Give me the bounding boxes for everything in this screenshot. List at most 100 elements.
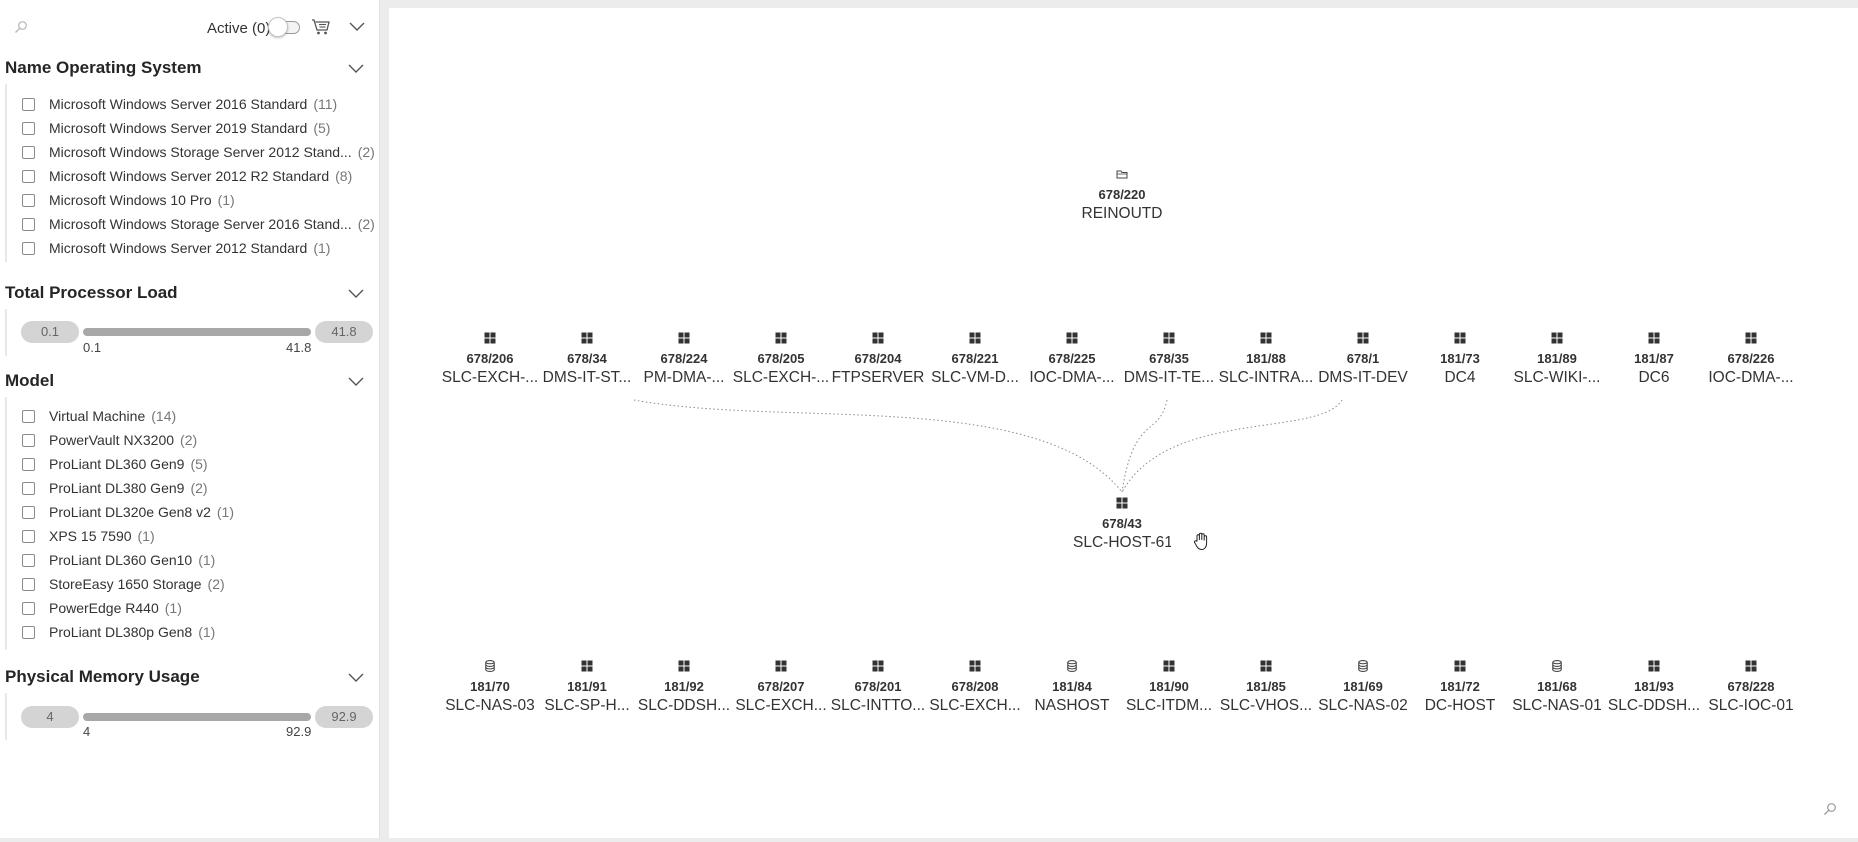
graph-node[interactable]: 181/70 SLC-NAS-03 — [441, 660, 539, 715]
chevron-down-icon[interactable] — [347, 671, 365, 689]
os-option[interactable]: Microsoft Windows Server 2012 Standard (1… — [22, 238, 330, 258]
os-option[interactable]: Microsoft Windows Server 2012 R2 Standar… — [22, 166, 352, 186]
graph-node[interactable]: 678/201 SLC-INTTO... — [829, 660, 927, 715]
node-id: 181/88 — [1246, 351, 1286, 366]
graph-node[interactable]: 181/93 SLC-DDSH... — [1605, 660, 1703, 715]
graph-node[interactable]: 678/221 SLC-VM-D... — [926, 332, 1024, 387]
checkbox[interactable] — [22, 169, 35, 183]
section-title-processor-load[interactable]: Total Processor Load — [5, 283, 178, 302]
node-name: IOC-DMA-... — [1708, 369, 1794, 386]
graph-node[interactable]: 181/89 SLC-WIKI-... — [1508, 332, 1606, 387]
graph-node[interactable]: 181/84 NASHOST — [1023, 660, 1121, 715]
checkbox[interactable] — [22, 97, 35, 111]
graph-node[interactable]: 181/91 SLC-SP-H... — [538, 660, 636, 715]
checkbox[interactable] — [22, 505, 35, 519]
option-count: (2) — [357, 216, 375, 232]
checkbox[interactable] — [22, 601, 35, 615]
node-id: 678/206 — [466, 351, 514, 366]
os-option[interactable]: Microsoft Windows Server 2019 Standard (5… — [22, 118, 330, 138]
os-option[interactable]: Microsoft Windows 10 Pro (1) — [22, 190, 235, 210]
checkbox[interactable] — [22, 217, 35, 231]
graph-node[interactable]: 181/92 SLC-DDSH... — [635, 660, 733, 715]
zoom-search-icon[interactable] — [1823, 802, 1837, 821]
graph-node[interactable]: 678/228 SLC-IOC-01 — [1702, 660, 1800, 715]
node-name: NASHOST — [1034, 697, 1110, 714]
chevron-down-icon[interactable] — [347, 375, 365, 393]
section-title-memory-usage[interactable]: Physical Memory Usage — [5, 667, 200, 686]
database-icon — [1067, 660, 1077, 672]
memory-range-slider[interactable] — [83, 713, 311, 721]
os-option[interactable]: Microsoft Windows Server 2016 Standard (1… — [22, 94, 337, 114]
model-option[interactable]: ProLiant DL360 Gen10 (1) — [22, 550, 215, 570]
graph-node[interactable]: 181/73 DC4 — [1411, 332, 1509, 387]
graph-node[interactable]: 181/68 SLC-NAS-01 — [1508, 660, 1606, 715]
model-option[interactable]: PowerEdge R440 (1) — [22, 598, 182, 618]
processor-min-value[interactable]: 0.1 — [21, 321, 79, 343]
model-option[interactable]: ProLiant DL380p Gen8 (1) — [22, 622, 215, 642]
graph-node[interactable]: 678/205 SLC-EXCH-... — [732, 332, 830, 387]
graph-node[interactable]: 181/69 SLC-NAS-02 — [1314, 660, 1412, 715]
graph-node[interactable]: 181/72 DC-HOST — [1411, 660, 1509, 715]
model-option[interactable]: ProLiant DL320e Gen8 v2 (1) — [22, 502, 234, 522]
section-title-model[interactable]: Model — [5, 371, 55, 390]
model-option[interactable]: StoreEasy 1650 Storage (2) — [22, 574, 225, 594]
checkbox[interactable] — [22, 145, 35, 159]
graph-node[interactable]: 678/34 DMS-IT-ST... — [538, 332, 636, 387]
graph-node[interactable]: 678/206 SLC-EXCH-... — [441, 332, 539, 387]
checkbox[interactable] — [22, 193, 35, 207]
checkbox[interactable] — [22, 481, 35, 495]
os-option[interactable]: Microsoft Windows Storage Server 2012 St… — [22, 142, 375, 162]
graph-node[interactable]: 678/35 DMS-IT-TE... — [1120, 332, 1218, 387]
os-option[interactable]: Microsoft Windows Storage Server 2016 St… — [22, 214, 375, 234]
section-title-operating-system[interactable]: Name Operating System — [5, 58, 202, 77]
memory-min-value[interactable]: 4 — [21, 706, 79, 728]
memory-max-value[interactable]: 92.9 — [315, 706, 373, 728]
graph-node[interactable]: 678/1 DMS-IT-DEV — [1314, 332, 1412, 387]
chevron-down-icon[interactable] — [347, 62, 365, 80]
checkbox[interactable] — [22, 457, 35, 471]
node-name: SLC-IOC-01 — [1708, 697, 1794, 714]
processor-max-value[interactable]: 41.8 — [315, 321, 373, 343]
model-option[interactable]: ProLiant DL380 Gen9 (2) — [22, 478, 208, 498]
graph-node[interactable]: 678/207 SLC-EXCH... — [732, 660, 830, 715]
node-name: PM-DMA-... — [643, 369, 725, 386]
graph-node[interactable]: 678/225 IOC-DMA-... — [1023, 332, 1121, 387]
graph-node[interactable]: 181/87 DC6 — [1605, 332, 1703, 387]
checkbox[interactable] — [22, 553, 35, 567]
model-option[interactable]: ProLiant DL360 Gen9 (5) — [22, 454, 208, 474]
active-filters-toggle[interactable] — [268, 17, 300, 37]
windows-icon — [1260, 332, 1272, 344]
option-label: ProLiant DL380 Gen9 — [49, 480, 185, 496]
graph-node[interactable]: 678/224 PM-DMA-... — [635, 332, 733, 387]
processor-range-slider[interactable] — [83, 328, 311, 336]
graph-node[interactable]: 181/85 SLC-VHOS... — [1217, 660, 1315, 715]
checkbox[interactable] — [22, 409, 35, 423]
node-id: 181/73 — [1440, 351, 1480, 366]
checkbox[interactable] — [22, 241, 35, 255]
graph-node[interactable]: 678/208 SLC-EXCH... — [926, 660, 1024, 715]
filter-toolbar: Active (0) — [0, 0, 379, 58]
search-icon[interactable] — [14, 20, 28, 39]
node-name: SLC-EXCH... — [735, 697, 827, 714]
chevron-down-icon[interactable] — [347, 287, 365, 305]
checkbox[interactable] — [22, 433, 35, 447]
relationship-graph-canvas[interactable]: 678/220 REINOUTD 678/43 SLC-HOST-61 678/… — [389, 8, 1858, 838]
checkbox[interactable] — [22, 529, 35, 543]
model-option[interactable]: XPS 15 7590 (1) — [22, 526, 155, 546]
model-option[interactable]: PowerVault NX3200 (2) — [22, 430, 197, 450]
graph-node[interactable]: 181/90 SLC-ITDM... — [1120, 660, 1218, 715]
graph-node-top[interactable]: 678/220 REINOUTD — [1073, 168, 1171, 223]
graph-node[interactable]: 181/88 SLC-INTRA... — [1217, 332, 1315, 387]
filter-icon[interactable] — [311, 18, 331, 41]
checkbox[interactable] — [22, 625, 35, 639]
graph-node-hub[interactable]: 678/43 SLC-HOST-61 — [1073, 497, 1171, 552]
node-id: 181/84 — [1052, 679, 1092, 694]
checkbox[interactable] — [22, 577, 35, 591]
collapse-all-chevron-icon[interactable] — [348, 20, 366, 38]
graph-node[interactable]: 678/204 FTPSERVER — [829, 332, 927, 387]
checkbox[interactable] — [22, 121, 35, 135]
model-option[interactable]: Virtual Machine (14) — [22, 406, 176, 426]
node-name: SLC-NAS-03 — [445, 697, 535, 714]
graph-node[interactable]: 678/226 IOC-DMA-... — [1702, 332, 1800, 387]
hand-cursor-icon — [1193, 532, 1211, 556]
